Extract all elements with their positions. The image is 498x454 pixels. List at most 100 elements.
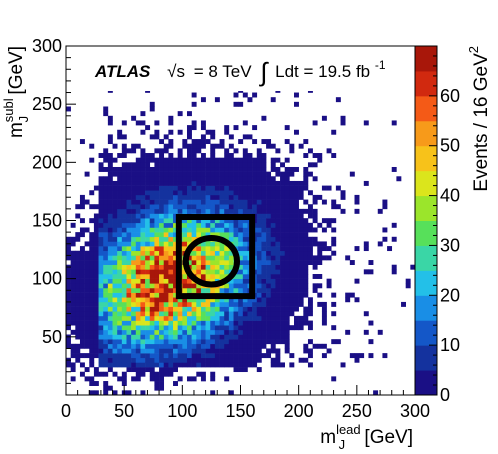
heatmap-cell [303, 208, 309, 214]
heatmap-cell [252, 157, 258, 163]
heatmap-cell [256, 260, 262, 265]
heatmap-cell [219, 204, 225, 210]
heatmap-cell [335, 185, 341, 191]
heatmap-cell [294, 301, 299, 307]
heatmap-cell [284, 283, 290, 289]
heatmap-cell [242, 120, 248, 126]
heatmap-cell [214, 246, 220, 252]
heatmap-cell [280, 269, 285, 275]
heatmap-cell [294, 232, 299, 238]
heatmap-cell [126, 269, 132, 275]
heatmap-cell [173, 325, 178, 331]
heatmap-cell [89, 348, 95, 354]
heatmap-cell [186, 162, 192, 168]
heatmap-cell [103, 208, 109, 214]
heatmap-cell [131, 376, 137, 382]
heatmap-cell [280, 362, 285, 368]
heatmap-cell [298, 357, 304, 363]
heatmap-cell [270, 166, 276, 172]
heatmap-cell [266, 194, 272, 200]
heatmap-cell [135, 264, 141, 270]
heatmap-cell [270, 213, 276, 219]
heatmap-cell [135, 176, 141, 182]
heatmap-cell [140, 287, 146, 293]
heatmap-cell [103, 250, 109, 256]
heatmap-cell [168, 250, 174, 256]
heatmap-cell [112, 143, 118, 149]
heatmap-cell [186, 190, 192, 196]
heatmap-cell [238, 227, 244, 233]
heatmap-cell [256, 236, 262, 242]
heatmap-cell [126, 320, 132, 326]
heatmap-cell [154, 250, 160, 256]
heatmap-cell [238, 367, 244, 373]
heatmap-cell [210, 171, 216, 177]
heatmap-cell [163, 301, 169, 307]
heatmap-cell [191, 260, 197, 265]
heatmap-cell [84, 315, 90, 321]
heatmap-cell [168, 204, 174, 210]
heatmap-cell [284, 306, 290, 312]
heatmap-cell [321, 199, 327, 205]
heatmap-cell [252, 362, 258, 368]
heatmap-cell [89, 218, 95, 224]
heatmap-cell [70, 269, 76, 275]
heatmap-cell [177, 329, 183, 335]
heatmap-cell [149, 315, 155, 321]
heatmap-cell [140, 111, 146, 117]
signal-region-ellipse [182, 234, 241, 288]
heatmap-cell [149, 329, 155, 335]
heatmap-cell [126, 315, 132, 321]
heatmap-cell [145, 204, 151, 210]
heatmap-cell [256, 348, 262, 354]
heatmap-cell [98, 208, 104, 214]
heatmap-cell [359, 353, 365, 359]
heatmap-cell [186, 315, 192, 321]
heatmap-cell [173, 274, 178, 279]
heatmap-cell [126, 222, 132, 228]
heatmap-cell [289, 208, 295, 214]
heatmap-cell [131, 348, 137, 354]
heatmap-cell [112, 357, 118, 363]
heatmap-cell [126, 297, 132, 303]
heatmap-cell [289, 260, 295, 265]
heatmap-cell [186, 227, 192, 233]
heatmap-cell [182, 269, 188, 275]
heatmap-cell [261, 250, 267, 256]
heatmap-cell [173, 204, 178, 210]
heatmap-cell [261, 339, 267, 345]
heatmap-cell [140, 190, 146, 196]
heatmap-cell [261, 208, 267, 214]
heatmap-cell [79, 283, 85, 289]
heatmap-cell [182, 311, 188, 317]
heatmap-cell [233, 325, 239, 331]
heatmap-cell [368, 339, 374, 345]
heatmap-cell [182, 194, 188, 200]
heatmap-cell [303, 274, 309, 279]
heatmap-cell [93, 381, 99, 386]
heatmap-cell [280, 180, 285, 186]
heatmap-cell [182, 348, 188, 354]
heatmap-cell [205, 185, 211, 191]
heatmap-cell [186, 334, 192, 340]
heatmap-cell [103, 357, 109, 363]
heatmap-cell [205, 250, 211, 256]
heatmap-cell [98, 162, 104, 168]
heatmap-cell [270, 269, 276, 275]
heatmap-cell [168, 353, 174, 359]
heatmap-cell [238, 329, 244, 335]
heatmap-cell [294, 241, 299, 247]
heatmap-cell [112, 320, 118, 326]
heatmap-cell [75, 334, 81, 340]
heatmap-cell [70, 278, 76, 284]
heatmap-cell [103, 194, 109, 200]
heatmap-cell [205, 222, 211, 228]
heatmap-cell [200, 232, 206, 238]
heatmap-cell [163, 367, 169, 373]
heatmap-cell [210, 180, 216, 186]
heatmap-cell [210, 222, 216, 228]
heatmap-cell [242, 269, 248, 275]
heatmap-cell [182, 190, 188, 196]
heatmap-cell [154, 278, 160, 284]
heatmap-cell [117, 292, 123, 298]
